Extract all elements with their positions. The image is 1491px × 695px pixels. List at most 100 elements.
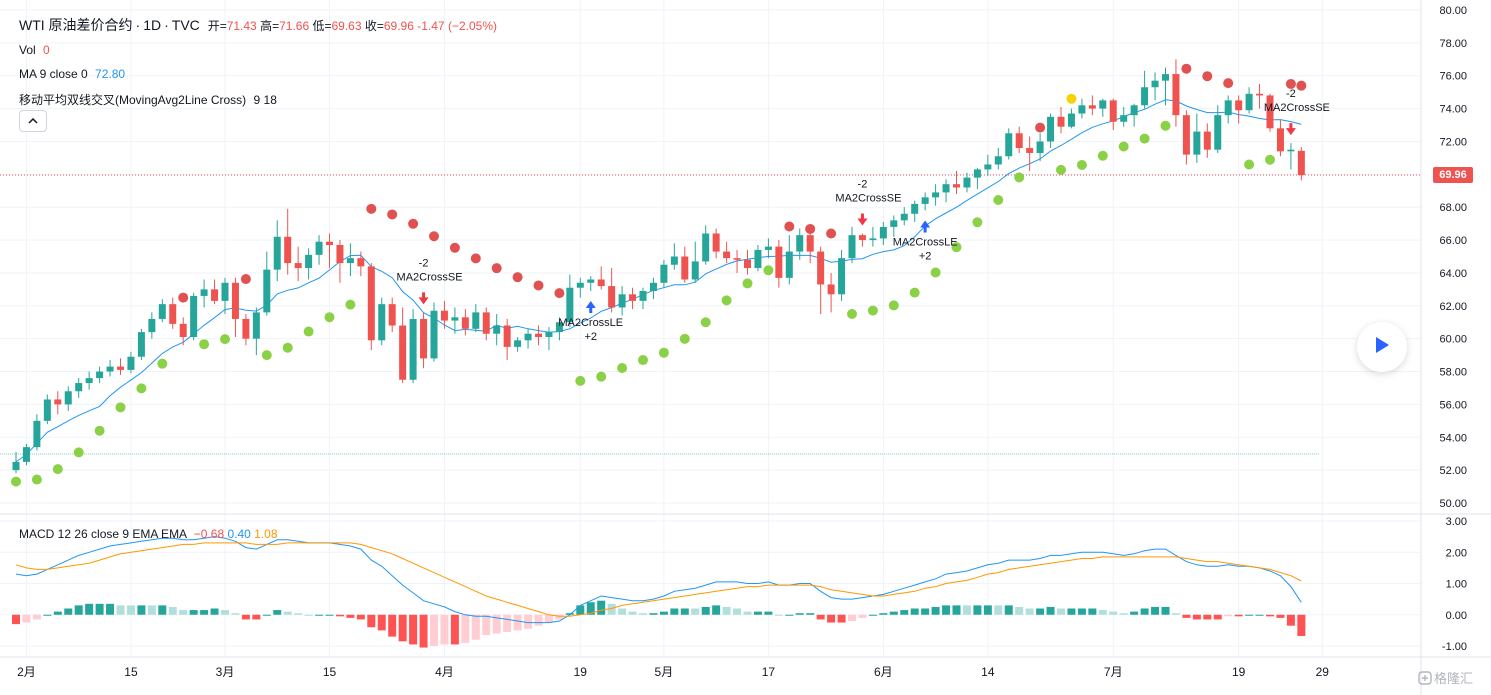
macd-histogram-bar (1276, 614, 1285, 618)
vol-value: 0 (43, 43, 50, 57)
replay-button[interactable] (1357, 322, 1407, 372)
time-tick-label: 29 (1316, 665, 1330, 679)
candle-body (242, 318, 250, 339)
candle-body (326, 241, 333, 245)
macd-histogram-bar (691, 608, 700, 615)
interval-label[interactable]: 1D (143, 17, 162, 33)
macd-histogram-bar (1224, 614, 1233, 617)
macd-histogram-bar (607, 603, 616, 615)
signal-name-label: MA2CrossSE (835, 192, 901, 204)
sar-dot (220, 334, 230, 345)
candle-body (921, 197, 929, 204)
candle-body (994, 156, 1002, 165)
macd-histogram-bar (942, 605, 951, 615)
macd-legend[interactable]: MACD 12 26 close 9 EMA EMA −0.68 0.40 1.… (19, 527, 278, 541)
candle-body (64, 391, 72, 405)
sar-dot (303, 326, 314, 337)
candle-body (681, 256, 689, 280)
candle-body (169, 304, 177, 324)
candle-body (1099, 100, 1107, 109)
candle-body (33, 420, 41, 448)
sar-dot (366, 203, 377, 214)
candle-body (911, 203, 919, 214)
macd-histogram-bar (492, 614, 501, 634)
sar-dot (638, 355, 648, 366)
sar-dot (240, 274, 251, 285)
candle-body (712, 233, 720, 252)
sar-dot (867, 305, 878, 316)
macd-histogram-bar (1088, 608, 1097, 615)
sar-dot (261, 350, 272, 361)
macd-histogram-bar (1119, 613, 1128, 615)
candle-body (890, 220, 898, 227)
macd-histogram-bar (983, 605, 992, 615)
macd-histogram-bar (346, 614, 355, 618)
candle-body (702, 233, 710, 262)
candle-body (670, 256, 678, 265)
vol-legend[interactable]: Vol 0 (19, 43, 50, 57)
candle-body (273, 236, 281, 270)
macd-histogram-bar (1151, 606, 1160, 615)
symbol-name[interactable]: WTI 原油差价合约 (19, 17, 133, 33)
candle-body (754, 249, 762, 269)
candle-body (1214, 115, 1222, 150)
sar-dot (826, 228, 837, 239)
candle-body (179, 323, 187, 338)
candle-body (461, 317, 469, 329)
sar-dot (470, 253, 481, 264)
price-tick-label: 66.00 (1439, 235, 1467, 247)
candle-body (566, 287, 574, 323)
signal-name-label: MA2CrossSE (397, 271, 463, 283)
strategy-legend[interactable]: 移动平均双线交叉(MovingAvg2Line Cross) 9 18 (19, 91, 277, 108)
candle-body (576, 282, 584, 288)
candle-body (200, 289, 208, 296)
macd-line-value: 0.40 (227, 527, 251, 541)
sar-dot (512, 272, 523, 283)
macd-tick-label: -1.00 (1442, 641, 1467, 653)
candle-body (54, 399, 62, 405)
macd-label: MACD 12 26 close 9 EMA EMA (19, 527, 187, 541)
macd-histogram-bar (12, 614, 20, 625)
candle-body (1057, 116, 1065, 127)
collapse-legend-button[interactable] (19, 110, 47, 132)
macd-histogram-bar (837, 614, 846, 623)
sar-dot (1244, 159, 1255, 170)
candle-body (399, 325, 407, 380)
macd-histogram-bar (1015, 606, 1024, 615)
macd-histogram-bar (565, 613, 574, 615)
macd-histogram-bar (388, 614, 397, 637)
candle-body (932, 192, 940, 198)
sar-dot (658, 347, 669, 358)
price-tick-label: 62.00 (1439, 301, 1467, 313)
macd-histogram-bar (356, 614, 365, 620)
macd-histogram-bar (262, 614, 271, 616)
candle-body (1224, 100, 1232, 116)
sar-dot (157, 358, 168, 369)
candle-body (190, 295, 198, 338)
macd-histogram-bar (294, 613, 303, 615)
candle-body (1067, 113, 1075, 127)
sar-dot (888, 300, 899, 311)
candle-body (137, 332, 145, 357)
candle-body (942, 184, 950, 193)
macd-histogram-bar (1255, 614, 1264, 616)
macd-histogram-bar (639, 613, 647, 615)
ma-legend[interactable]: MA 9 close 0 72.80 (19, 67, 125, 81)
candle-body (806, 235, 814, 252)
candle-body (545, 332, 553, 338)
macd-histogram-bar (795, 613, 804, 615)
sar-dot (1202, 71, 1213, 82)
macd-histogram-bar (1046, 606, 1055, 615)
macd-histogram-bar (534, 614, 543, 626)
macd-histogram-bar (419, 614, 428, 648)
close-label: 收= (364, 19, 384, 33)
candle-body (367, 266, 375, 341)
sar-dot (763, 265, 774, 276)
sar-dot (1076, 159, 1087, 170)
macd-histogram-bar (1203, 614, 1212, 620)
price-tick-label: 54.00 (1439, 432, 1467, 444)
sar-dot (1056, 164, 1066, 175)
macd-histogram-bar (743, 611, 752, 615)
sar-dot (951, 242, 962, 253)
macd-tick-label: 2.00 (1446, 547, 1467, 559)
